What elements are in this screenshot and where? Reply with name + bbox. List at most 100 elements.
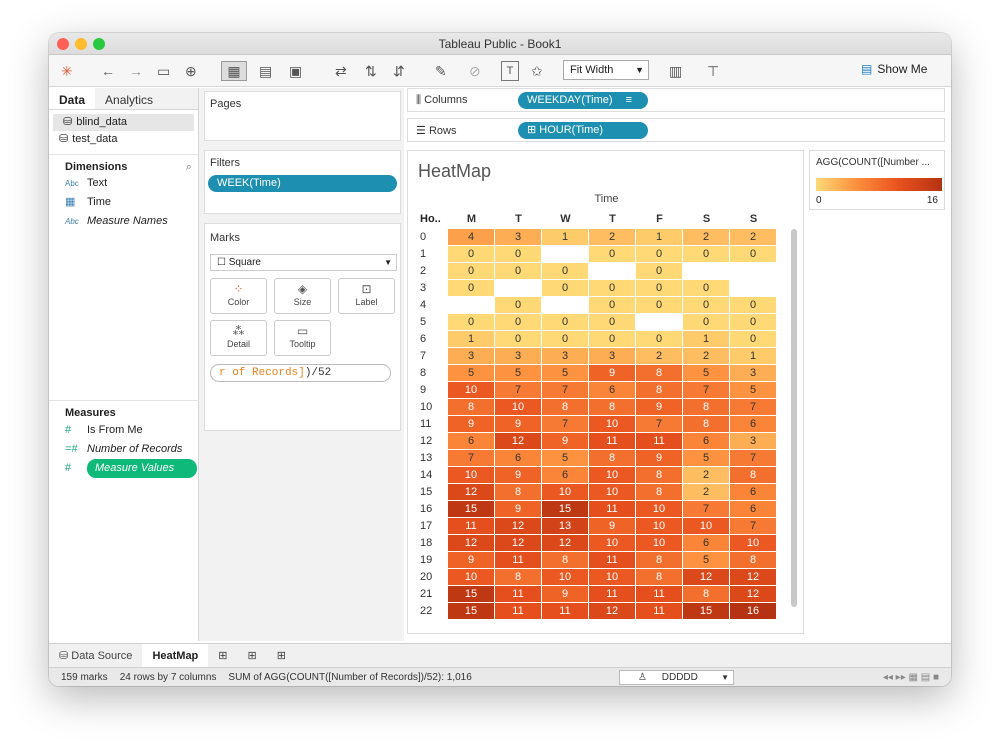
heatmap-cell[interactable]: 9 <box>636 450 683 467</box>
heatmap-cell[interactable]: 3 <box>730 433 777 450</box>
heatmap-cell[interactable]: 0 <box>589 280 636 297</box>
heatmap-cell[interactable]: 0 <box>730 297 777 314</box>
heatmap-cell[interactable]: 9 <box>589 365 636 382</box>
heatmap-cell[interactable]: 9 <box>495 467 542 484</box>
heatmap-cell[interactable]: 11 <box>589 501 636 518</box>
heatmap-cell[interactable]: 3 <box>495 229 542 246</box>
heatmap-cell[interactable]: 6 <box>730 501 777 518</box>
heatmap-cell[interactable]: 9 <box>542 433 589 450</box>
heatmap-cell[interactable]: 8 <box>636 467 683 484</box>
heatmap-cell[interactable]: 8 <box>542 399 589 416</box>
view-mode-icons[interactable]: ◂◂ ▸▸ ▦ ▤ ■ <box>882 671 939 683</box>
heatmap-cell[interactable]: 12 <box>495 433 542 450</box>
heatmap-cell[interactable]: 0 <box>448 280 495 297</box>
heatmap-cell[interactable]: 9 <box>448 552 495 569</box>
heatmap-cell[interactable]: 0 <box>589 297 636 314</box>
heatmap-cell[interactable]: 11 <box>495 586 542 603</box>
heatmap-cell[interactable]: 9 <box>542 586 589 603</box>
save-icon[interactable]: ▭ <box>157 62 171 79</box>
heatmap-cell[interactable]: 12 <box>448 535 495 552</box>
fixed-axes-icon[interactable]: ▥ <box>669 62 683 79</box>
heatmap-cell[interactable]: 6 <box>683 535 730 552</box>
heatmap-cell[interactable]: 0 <box>636 263 683 280</box>
heatmap-cell[interactable]: 0 <box>495 246 542 263</box>
heatmap-cell[interactable]: 0 <box>589 331 636 348</box>
heatmap-cell[interactable]: 6 <box>589 382 636 399</box>
heatmap-cell[interactable]: 0 <box>542 331 589 348</box>
heatmap-cell[interactable]: 15 <box>448 586 495 603</box>
heatmap-cell[interactable]: 13 <box>542 518 589 535</box>
heatmap-cell[interactable]: 6 <box>448 433 495 450</box>
heatmap-cell[interactable]: 11 <box>636 433 683 450</box>
heatmap-cell[interactable]: 1 <box>730 348 777 365</box>
heatmap-cell[interactable]: 12 <box>495 535 542 552</box>
heatmap-cell[interactable]: 11 <box>636 603 683 620</box>
heatmap-cell[interactable]: 2 <box>683 484 730 501</box>
heatmap-cell[interactable]: 0 <box>683 246 730 263</box>
highlight-icon[interactable]: ✎ <box>435 62 447 79</box>
filter-pill-week[interactable]: WEEK(Time) <box>208 175 397 192</box>
heatmap-cell[interactable]: 9 <box>495 416 542 433</box>
heatmap-cell[interactable]: 8 <box>730 467 777 484</box>
heatmap-cell[interactable]: 12 <box>589 603 636 620</box>
new-story-icon[interactable]: ⊞ <box>276 649 286 662</box>
duplicate-sheet-icon[interactable]: ▤ <box>259 62 273 79</box>
heatmap-cell[interactable]: 12 <box>730 569 777 586</box>
heatmap-cell[interactable]: 7 <box>495 382 542 399</box>
heatmap-cell[interactable]: 6 <box>542 467 589 484</box>
heatmap-cell[interactable]: 8 <box>589 399 636 416</box>
heatmap-cell[interactable]: 10 <box>542 484 589 501</box>
user-select[interactable]: ♙ DDDDD ▼ <box>619 670 734 685</box>
heatmap-cell[interactable]: 8 <box>636 569 683 586</box>
heatmap-cell[interactable]: 10 <box>448 569 495 586</box>
heatmap-cell[interactable]: 6 <box>730 416 777 433</box>
heatmap-cell[interactable]: 3 <box>589 348 636 365</box>
heatmap-cell[interactable]: 7 <box>683 501 730 518</box>
zoom-button[interactable] <box>93 38 105 50</box>
heatmap-cell[interactable]: 0 <box>636 280 683 297</box>
new-worksheet-icon[interactable]: ▦ <box>221 61 247 81</box>
presentation-icon[interactable]: ⊤ <box>707 62 720 79</box>
measure-is-from-me[interactable]: # Is From Me <box>49 421 199 440</box>
group-icon[interactable]: ⊘ <box>469 62 481 79</box>
heatmap-cell[interactable]: 10 <box>636 518 683 535</box>
heatmap-cell[interactable]: 2 <box>589 229 636 246</box>
show-me-button[interactable]: ▤ Show Me <box>861 62 927 76</box>
heatmap-cell[interactable]: 10 <box>636 501 683 518</box>
heatmap-cell[interactable]: 0 <box>542 280 589 297</box>
heatmap-cell[interactable]: 5 <box>495 365 542 382</box>
tab-analytics[interactable]: Analytics <box>95 88 198 109</box>
heatmap-cell[interactable]: 5 <box>448 365 495 382</box>
heatmap-cell[interactable]: 10 <box>589 416 636 433</box>
heatmap-cell[interactable]: 12 <box>683 569 730 586</box>
heatmap-cell[interactable]: 8 <box>636 382 683 399</box>
heatmap-cell[interactable]: 11 <box>495 552 542 569</box>
heatmap-cell[interactable]: 6 <box>495 450 542 467</box>
label-button[interactable]: ⊡ Label <box>338 278 395 314</box>
heatmap-cell[interactable]: 11 <box>636 586 683 603</box>
heatmap-cell[interactable]: 6 <box>730 484 777 501</box>
heatmap-cell[interactable]: 3 <box>542 348 589 365</box>
tooltip-button[interactable]: ▭ Tooltip <box>274 320 331 356</box>
columns-pill-weekday[interactable]: WEEKDAY(Time) ≡ <box>518 91 648 109</box>
heatmap-cell[interactable]: 5 <box>730 382 777 399</box>
swap-icon[interactable]: ⇄ <box>335 62 347 79</box>
size-button[interactable]: ◈ Size <box>274 278 331 314</box>
heatmap-cell[interactable]: 0 <box>589 246 636 263</box>
heatmap-cell[interactable]: 0 <box>636 331 683 348</box>
heatmap-cell[interactable]: 2 <box>683 229 730 246</box>
measure-measure-values[interactable]: # Measure Values <box>49 459 199 478</box>
heatmap-cell[interactable]: 15 <box>542 501 589 518</box>
heatmap-cell[interactable]: 6 <box>683 433 730 450</box>
heatmap-cell[interactable]: 5 <box>683 450 730 467</box>
dimension-text[interactable]: Abc Text <box>49 174 198 193</box>
heatmap-cell[interactable]: 0 <box>495 331 542 348</box>
heatmap-cell[interactable]: 0 <box>448 314 495 331</box>
minimize-button[interactable] <box>75 38 87 50</box>
heatmap-cell[interactable]: 15 <box>448 501 495 518</box>
heatmap-cell[interactable]: 8 <box>636 484 683 501</box>
heatmap-cell[interactable]: 8 <box>636 552 683 569</box>
heatmap-cell[interactable]: 3 <box>448 348 495 365</box>
heatmap-cell[interactable]: 0 <box>636 246 683 263</box>
heatmap-cell[interactable]: 10 <box>542 569 589 586</box>
